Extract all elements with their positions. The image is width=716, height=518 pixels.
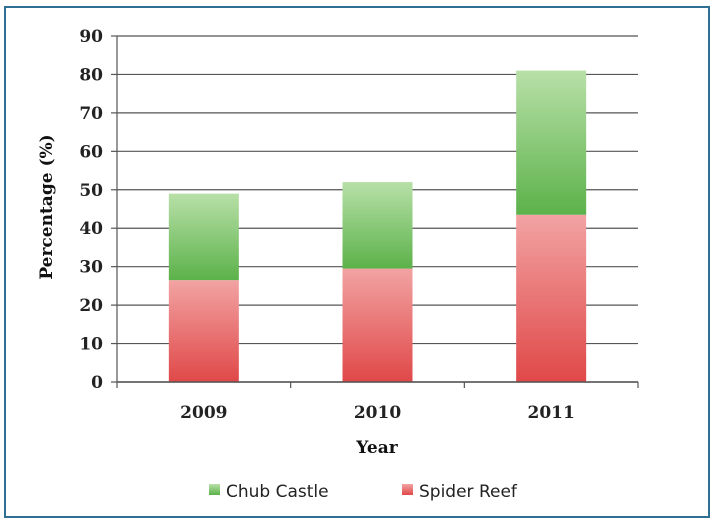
bar-chub-castle-2011 [516, 70, 587, 215]
bar-spider-reef-2011 [516, 214, 587, 382]
legend-swatch-spider-reef [402, 484, 413, 495]
bar-chub-castle-2009 [168, 193, 239, 281]
bar-spider-reef-2009 [168, 280, 239, 382]
x-tick-label-2009: 2009 [180, 403, 227, 423]
y-tick-label-50: 50 [79, 181, 103, 201]
y-tick-label-40: 40 [79, 219, 103, 239]
y-tick-label-30: 30 [79, 258, 103, 278]
y-tick-label-0: 0 [91, 373, 103, 393]
y-tick-label-10: 10 [79, 335, 103, 355]
legend: Chub Castle Spider Reef [209, 482, 518, 502]
y-tick-label-90: 90 [79, 27, 103, 47]
legend-swatch-chub-castle [209, 484, 220, 495]
legend-label-spider-reef: Spider Reef [419, 482, 518, 502]
y-axis-title: Percentage (%) [37, 134, 57, 279]
x-tick-label-2011: 2011 [528, 403, 575, 423]
x-axis-title: Year [355, 438, 398, 458]
y-tick-label-20: 20 [79, 296, 103, 316]
x-tick-label-2010: 2010 [354, 403, 401, 423]
bar-chub-castle-2010 [342, 182, 413, 269]
y-tick-label-60: 60 [79, 142, 103, 162]
legend-label-chub-castle: Chub Castle [226, 482, 329, 502]
y-tick-label-70: 70 [79, 104, 103, 124]
bar-spider-reef-2010 [342, 268, 413, 382]
y-tick-label-80: 80 [79, 65, 103, 85]
